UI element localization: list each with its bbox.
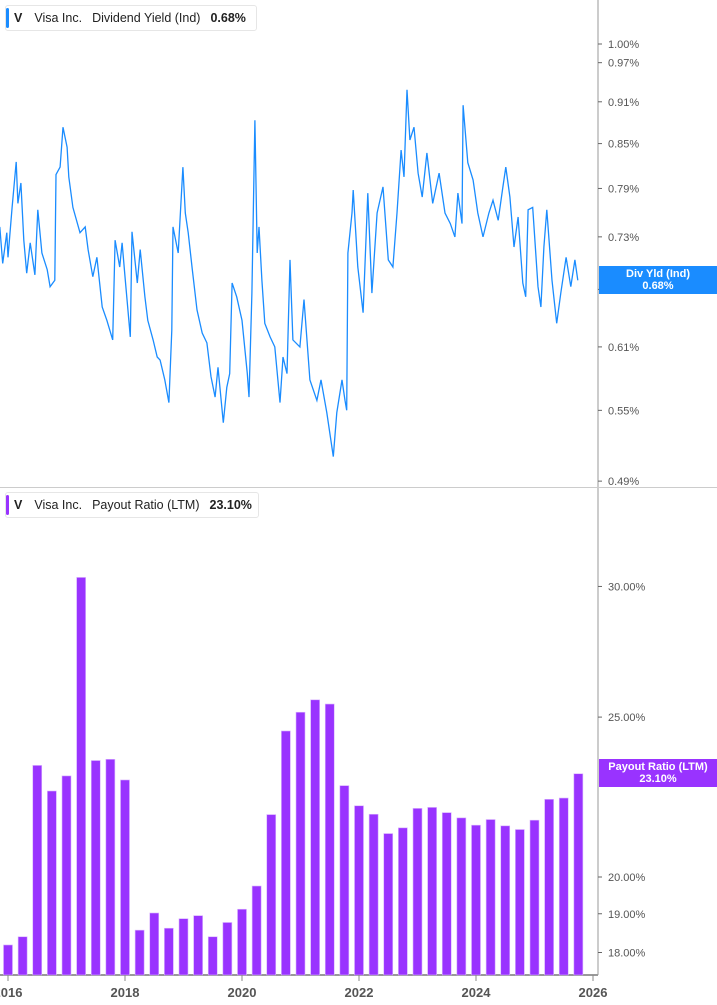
payout-bar	[32, 765, 43, 976]
payout-bar	[485, 819, 496, 976]
tag-value: 23.10%	[639, 773, 677, 785]
y-tick-label: 0.79%	[608, 183, 639, 195]
y-tick-label: 25.00%	[608, 712, 646, 724]
payout-bar	[164, 927, 174, 976]
payout-bar	[17, 936, 28, 976]
x-tick-label: 2018	[111, 985, 140, 1000]
payout-bar	[383, 833, 394, 976]
payout-bar	[368, 813, 379, 976]
legend-ticker: V	[14, 11, 23, 25]
payout-bar	[120, 779, 130, 976]
x-tick-label: 2024	[462, 985, 492, 1000]
payout-bar	[427, 807, 437, 976]
payout-bar	[441, 812, 452, 976]
payout-bar	[456, 817, 467, 976]
y-tick-label: 30.00%	[608, 581, 646, 593]
payout-bar	[266, 814, 277, 976]
payout-bar	[237, 908, 247, 976]
x-tick-label: 2026	[579, 985, 608, 1000]
tag-value: 0.68%	[642, 280, 674, 292]
payout-bar	[3, 944, 13, 976]
payout-bar	[105, 759, 116, 976]
y-tick-label: 18.00%	[608, 947, 646, 959]
payout-bar	[310, 699, 320, 976]
x-tick-label: 2020	[228, 985, 257, 1000]
y-tick-label: 20.00%	[608, 872, 646, 884]
legend-metric: Payout Ratio (LTM)	[92, 498, 200, 512]
legend-value: 0.68%	[210, 11, 246, 25]
y-tick-label: 0.55%	[608, 405, 639, 417]
y-tick-label: 0.61%	[608, 342, 639, 354]
payout-bar	[178, 918, 189, 976]
tag-label: Payout Ratio (LTM)	[608, 761, 708, 773]
payout-bar	[398, 827, 408, 976]
payout-bar	[339, 785, 350, 976]
tag-label: Div Yld (Ind)	[626, 268, 690, 280]
y-tick-label: 0.91%	[608, 97, 639, 109]
payout-bar	[61, 775, 72, 976]
payout-last-value-tag: Payout Ratio (LTM) 23.10%	[599, 759, 717, 787]
payout-bar	[193, 915, 203, 976]
y-tick-label: 0.85%	[608, 139, 639, 151]
payout-bar	[47, 790, 57, 976]
payout-bar	[412, 808, 423, 976]
legend-metric: Dividend Yield (Ind)	[92, 11, 201, 25]
payout-bar	[515, 829, 525, 976]
payout-bar	[354, 805, 364, 976]
payout-bar	[251, 885, 262, 976]
x-tick-label: 2016	[0, 985, 22, 1000]
bottom-legend: V Visa Inc. Payout Ratio (LTM) 23.10%	[5, 492, 259, 518]
payout-bar	[295, 711, 306, 976]
legend-company: Visa Inc.	[34, 498, 83, 512]
payout-bar	[134, 929, 145, 976]
payout-bar	[149, 912, 160, 976]
dividend-yield-line	[0, 89, 579, 457]
series-color-marker	[6, 495, 9, 515]
top-legend: V Visa Inc. Dividend Yield (Ind) 0.68%	[5, 5, 257, 31]
payout-bar	[207, 936, 218, 976]
y-tick-label: 0.49%	[608, 476, 639, 488]
payout-bar	[558, 797, 569, 976]
payout-bar	[324, 703, 335, 976]
y-tick-label: 0.73%	[608, 232, 639, 244]
y-tick-label: 19.00%	[608, 909, 646, 921]
payout-bar	[222, 922, 233, 976]
payout-bar	[500, 825, 511, 976]
payout-bar	[471, 824, 481, 976]
payout-bar	[529, 819, 540, 976]
payout-bar	[573, 773, 584, 976]
series-color-marker	[6, 8, 9, 28]
y-tick-label: 1.00%	[608, 39, 639, 51]
x-tick-label: 2022	[345, 985, 374, 1000]
payout-bar	[90, 760, 101, 976]
payout-bar	[281, 730, 291, 976]
y-tick-label: 0.97%	[608, 58, 639, 70]
legend-company: Visa Inc.	[34, 11, 83, 25]
payout-bar	[76, 577, 86, 976]
legend-value: 23.10%	[209, 498, 252, 512]
legend-ticker: V	[14, 498, 23, 512]
yield-last-value-tag: Div Yld (Ind) 0.68%	[599, 266, 717, 294]
payout-bar	[544, 799, 554, 976]
